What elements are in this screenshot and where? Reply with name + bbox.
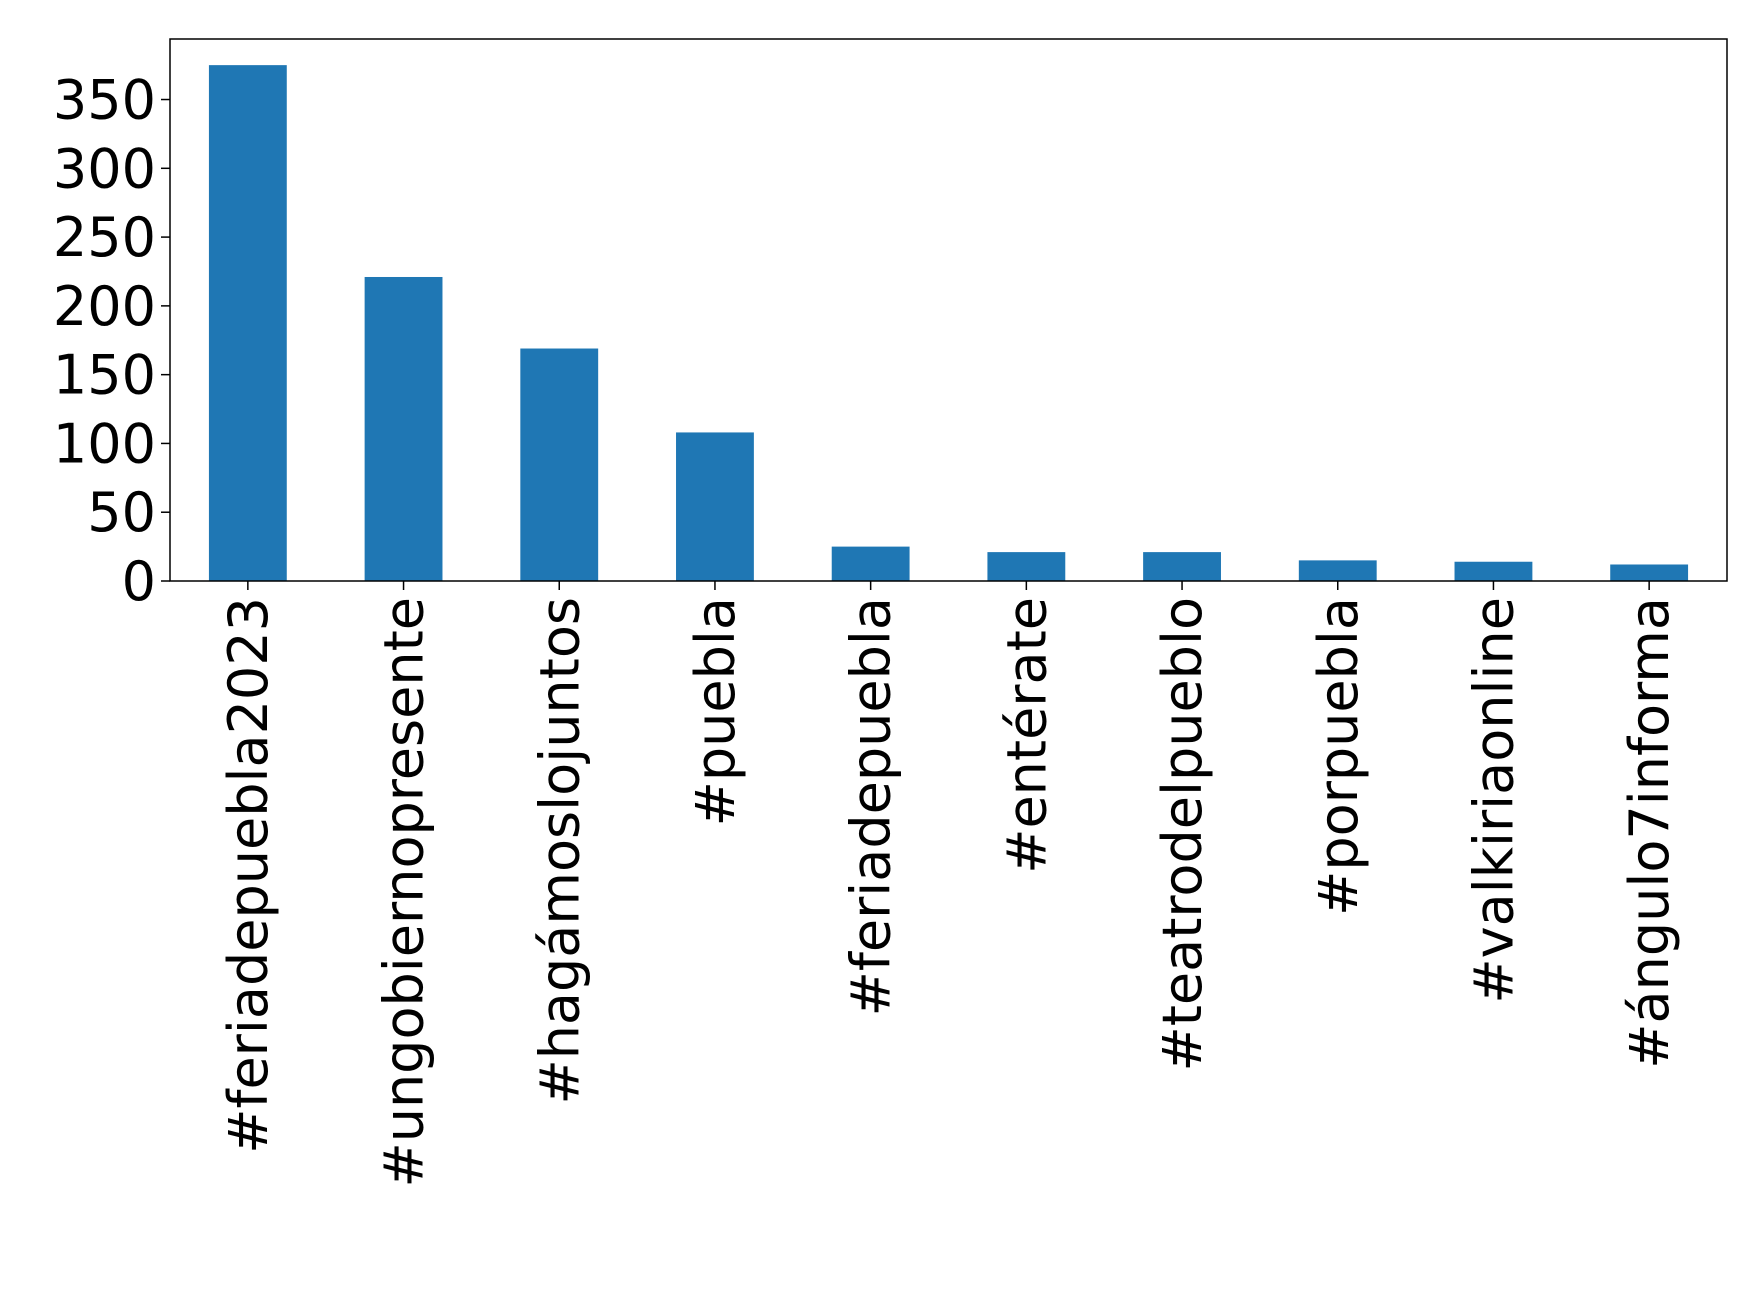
y-tick-label: 50	[87, 481, 156, 544]
y-tick-label: 150	[53, 344, 156, 407]
x-tick-label: #porpuebla	[1307, 597, 1370, 916]
x-tick-label: #ángulo7informa	[1618, 597, 1681, 1069]
x-tick-label: #feriadepuebla	[840, 597, 903, 1016]
bar	[208, 65, 287, 581]
bar	[1610, 564, 1689, 581]
bar	[364, 276, 443, 581]
bar	[987, 552, 1066, 581]
x-tick-label: #puebla	[684, 597, 747, 826]
plot-frame	[169, 38, 1728, 582]
y-tick-label: 200	[53, 275, 156, 338]
x-tick-label: #valkiriaonline	[1462, 597, 1525, 1004]
bar	[1143, 552, 1221, 581]
y-tick-label: 300	[53, 137, 156, 200]
x-tick-label: #ungobiernopresente	[373, 597, 436, 1188]
y-tick-label: 250	[53, 206, 156, 269]
bar	[831, 546, 910, 581]
x-tick-label: #entérate	[995, 597, 1058, 874]
x-tick-label: #hagámoslojuntos	[528, 597, 591, 1105]
bar	[1454, 561, 1533, 581]
bar	[676, 432, 754, 581]
x-tick-label: #feriadepuebla2023	[217, 597, 280, 1154]
y-tick-label: 100	[53, 412, 156, 475]
x-tick-label: #teatrodelpueblo	[1151, 597, 1214, 1072]
y-tick-label: 350	[53, 69, 156, 132]
bar	[1298, 560, 1377, 581]
bar	[520, 348, 599, 581]
y-tick-label: 0	[122, 550, 156, 613]
